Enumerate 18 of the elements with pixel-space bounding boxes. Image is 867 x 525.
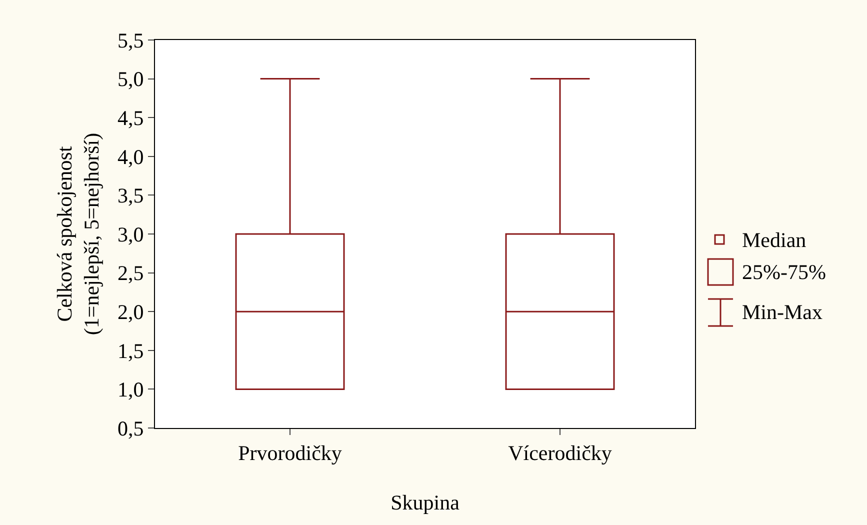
y-tick-label: 4,0 <box>118 144 144 169</box>
y-tick-label: 5,5 <box>118 28 144 52</box>
y-tick-label: 1,0 <box>118 378 144 402</box>
text: Median <box>742 228 807 252</box>
x-tick-label: Prvorodičky <box>238 441 342 466</box>
text: Min-Max <box>742 300 823 324</box>
x-tick-label: Vícerodičky <box>508 441 612 466</box>
y-tick-label: 1,5 <box>118 338 144 363</box>
y-tick-label: 0,5 <box>118 416 144 440</box>
y-tick-label: 3,5 <box>118 184 144 208</box>
y-tick-label: 3,0 <box>118 222 144 246</box>
x-axis-title: Skupina <box>390 490 460 514</box>
y-tick-label: 4,5 <box>118 106 144 130</box>
y-tick-label: 2,0 <box>118 300 144 324</box>
y-tick-label: 5,0 <box>118 67 144 92</box>
text: 25%-75% <box>742 260 826 284</box>
y-axis-title: Celková spokojenost (1=nejlepší, 5=nejhorší) <box>52 132 104 336</box>
y-tick-label: 2,5 <box>118 261 144 286</box>
